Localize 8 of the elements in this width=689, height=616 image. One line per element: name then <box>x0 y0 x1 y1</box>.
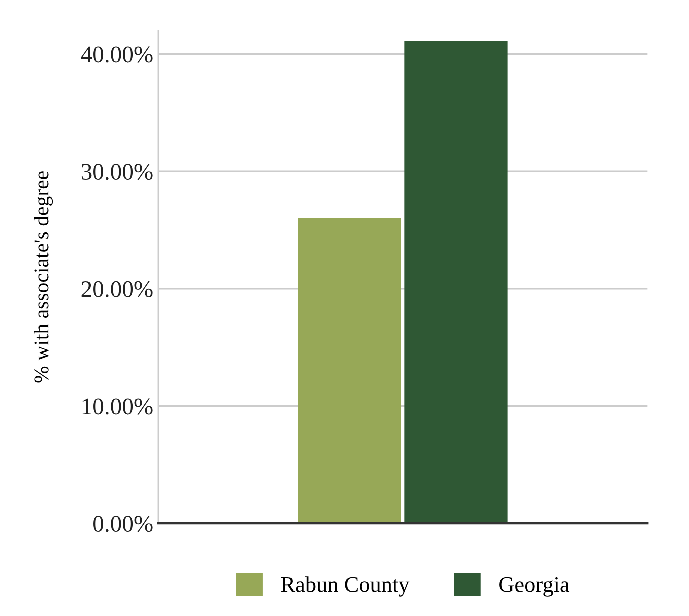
legend-label: Rabun County <box>281 576 410 597</box>
y-tick-label: 40.00% <box>81 46 153 63</box>
y-tick-label: 30.00% <box>82 164 153 180</box>
y-tick-label: 20.00% <box>82 281 153 298</box>
y-axis-title: % with associate's degree <box>34 172 54 383</box>
y-tick-label: 0.00% <box>94 516 153 532</box>
y-tick-label: 10.00% <box>82 398 153 415</box>
legend-label: Georgia <box>500 577 570 597</box>
